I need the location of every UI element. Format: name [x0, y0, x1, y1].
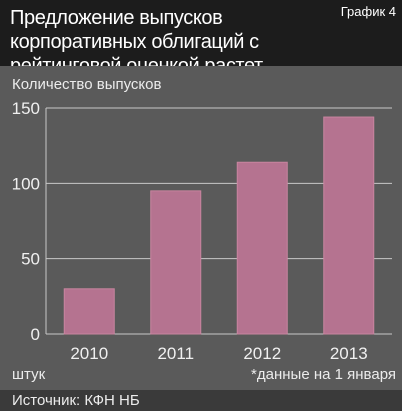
- y-tick-label-100: 100: [12, 174, 40, 193]
- bar-2012: [236, 161, 288, 335]
- bar-2013: [323, 116, 375, 335]
- x-tick-label-2013: 2013: [330, 344, 368, 363]
- footer-band: [0, 390, 402, 411]
- source-label: Источник: КФН НБ: [12, 392, 140, 409]
- units-label: штук: [12, 366, 46, 383]
- chart-number-badge: График 4: [340, 4, 396, 19]
- bar-chart: 0 50 100 150 2010 2011 2012 2013: [12, 99, 392, 363]
- y-axis-label: Количество выпусков: [12, 76, 162, 93]
- x-tick-label-2011: 2011: [157, 344, 194, 363]
- bar-2011: [150, 190, 202, 335]
- x-tick-label-2010: 2010: [70, 344, 108, 363]
- footnote: *данные на 1 января: [251, 366, 396, 383]
- y-tick-label-50: 50: [21, 250, 40, 269]
- y-tick-label-150: 150: [12, 99, 40, 118]
- bar-2010: [63, 288, 115, 335]
- title-band: [0, 0, 402, 66]
- y-tick-label-0: 0: [31, 325, 40, 344]
- x-tick-label-2012: 2012: [243, 344, 281, 363]
